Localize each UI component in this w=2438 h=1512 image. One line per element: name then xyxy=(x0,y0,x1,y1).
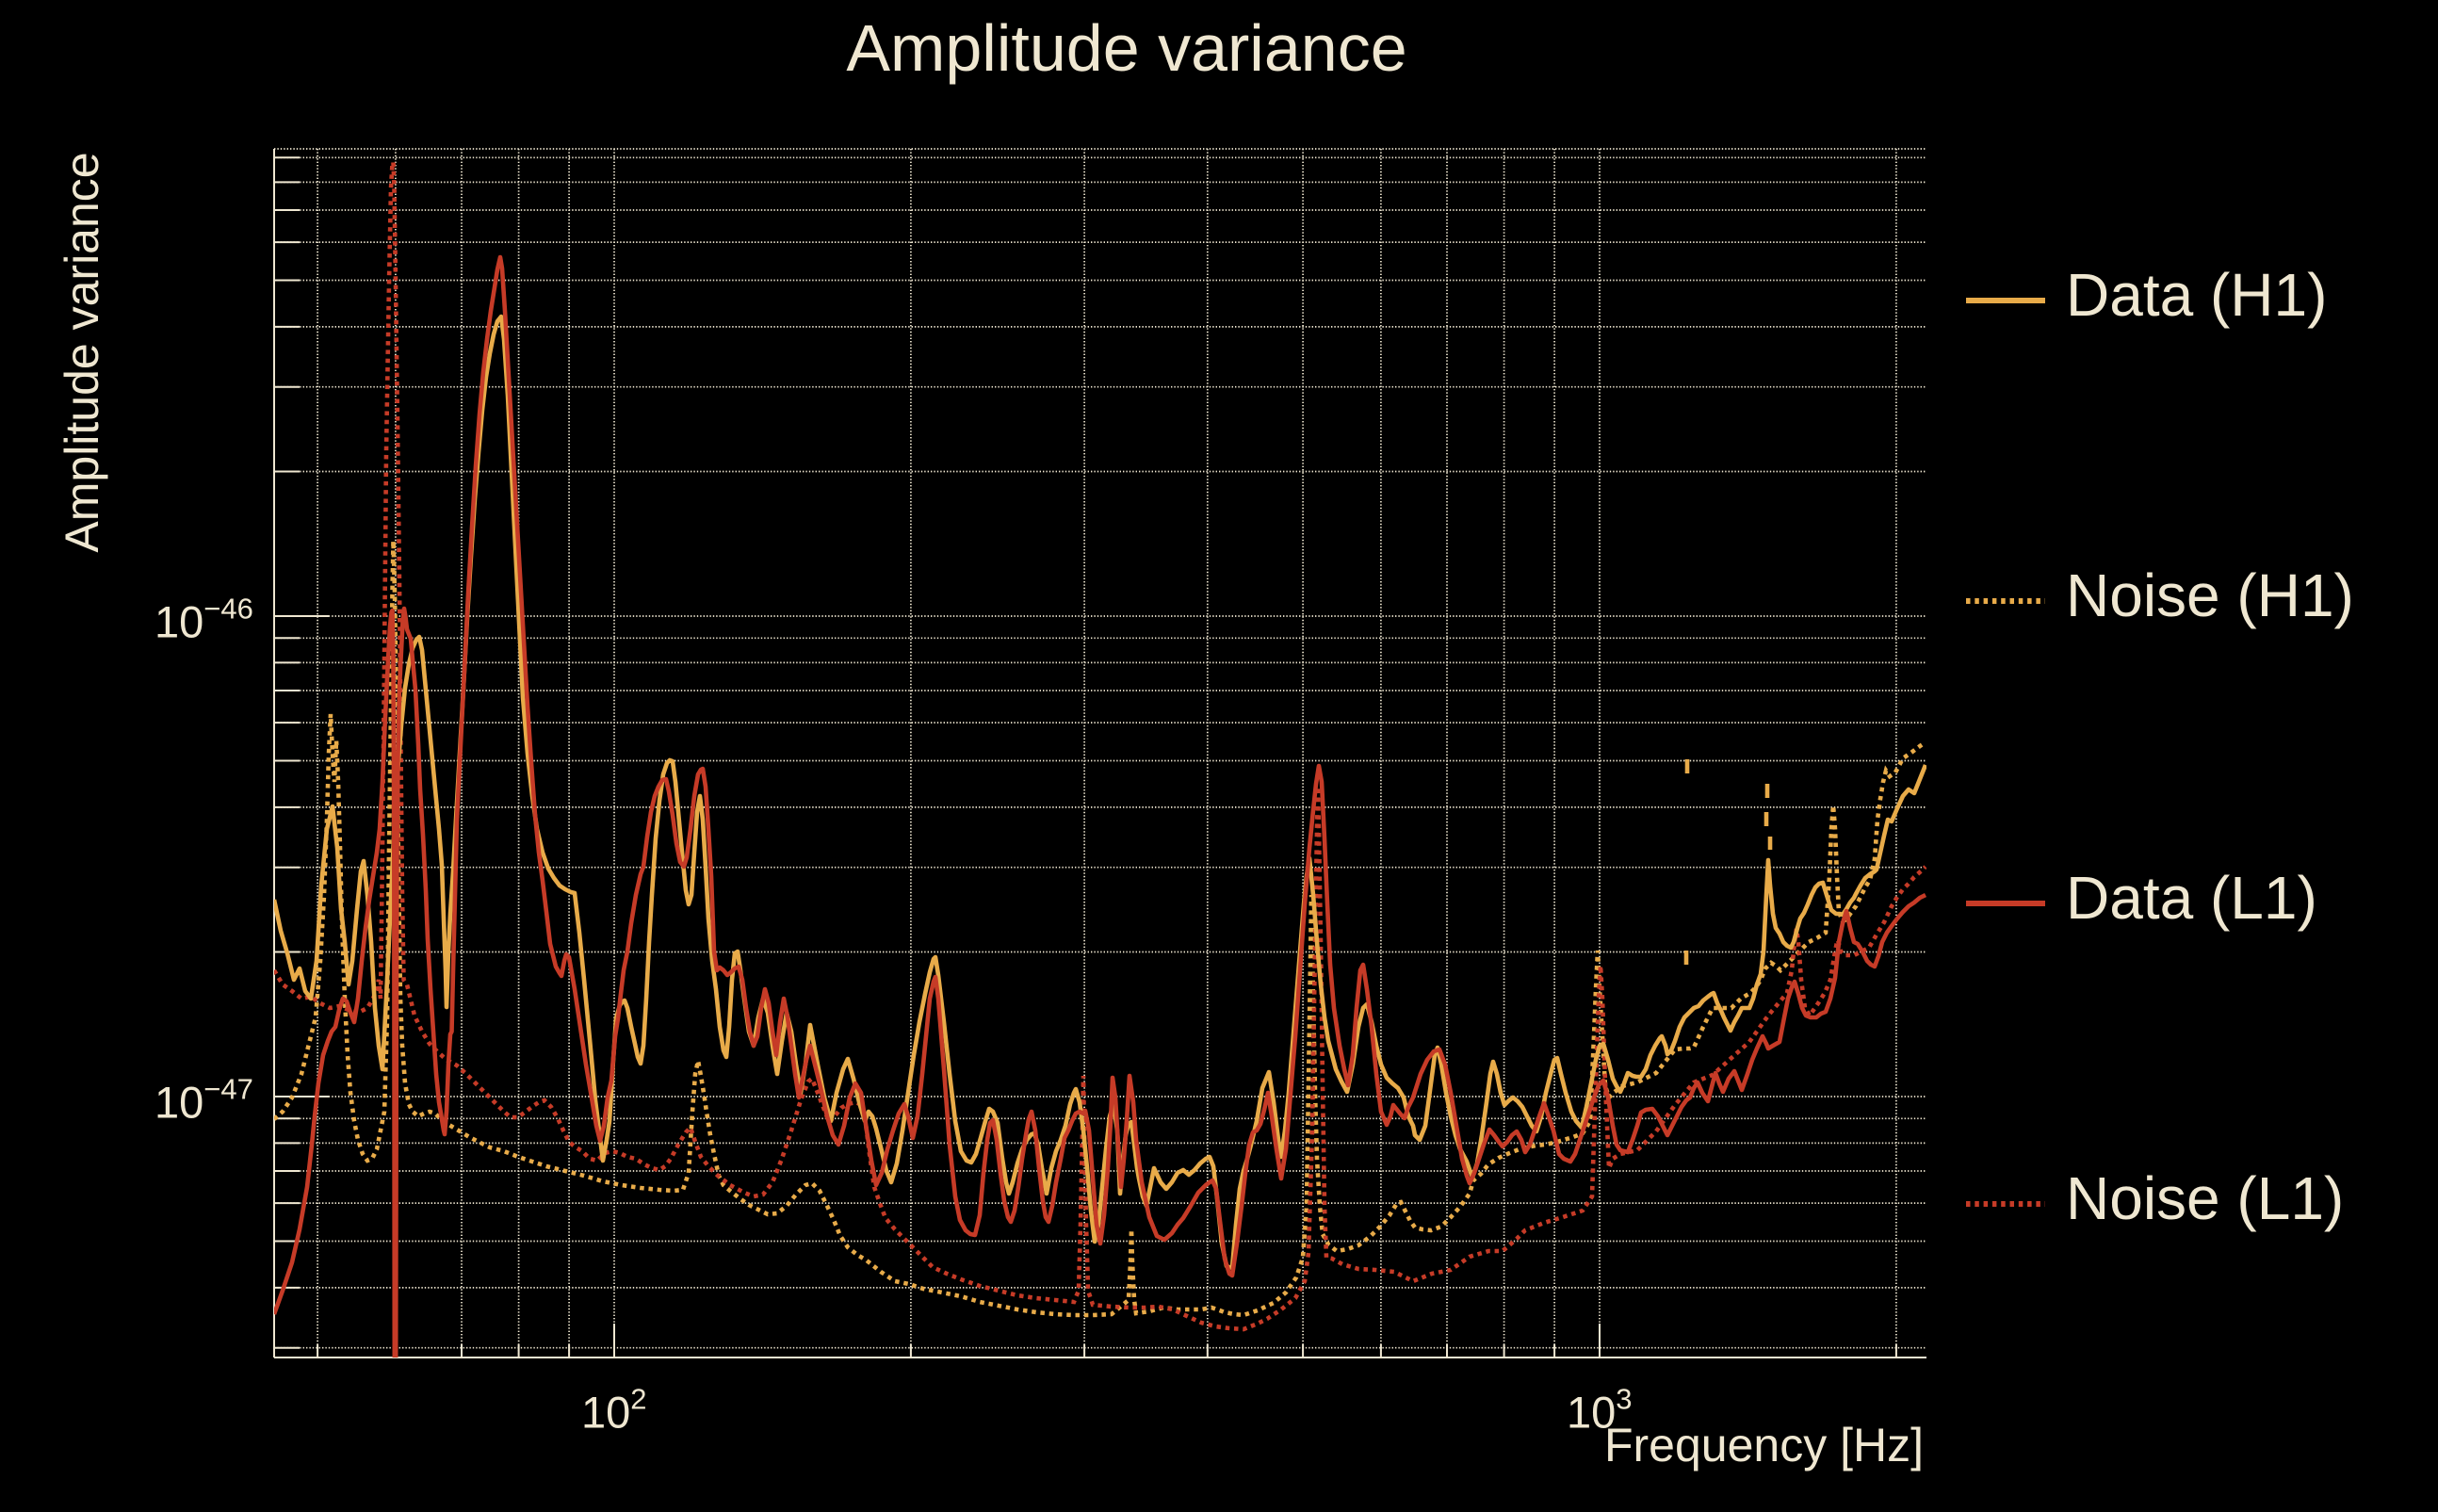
svg-text:Amplitude variance: Amplitude variance xyxy=(846,11,1406,85)
svg-text:103: 103 xyxy=(1567,1383,1633,1438)
svg-text:Data (H1): Data (H1) xyxy=(2066,261,2327,329)
svg-text:Noise (H1): Noise (H1) xyxy=(2066,561,2354,629)
svg-text:Frequency [Hz]: Frequency [Hz] xyxy=(1604,1419,1924,1471)
svg-text:Amplitude variance: Amplitude variance xyxy=(56,152,108,552)
svg-text:Noise (L1): Noise (L1) xyxy=(2066,1164,2344,1232)
svg-text:Data (L1): Data (L1) xyxy=(2066,864,2317,932)
